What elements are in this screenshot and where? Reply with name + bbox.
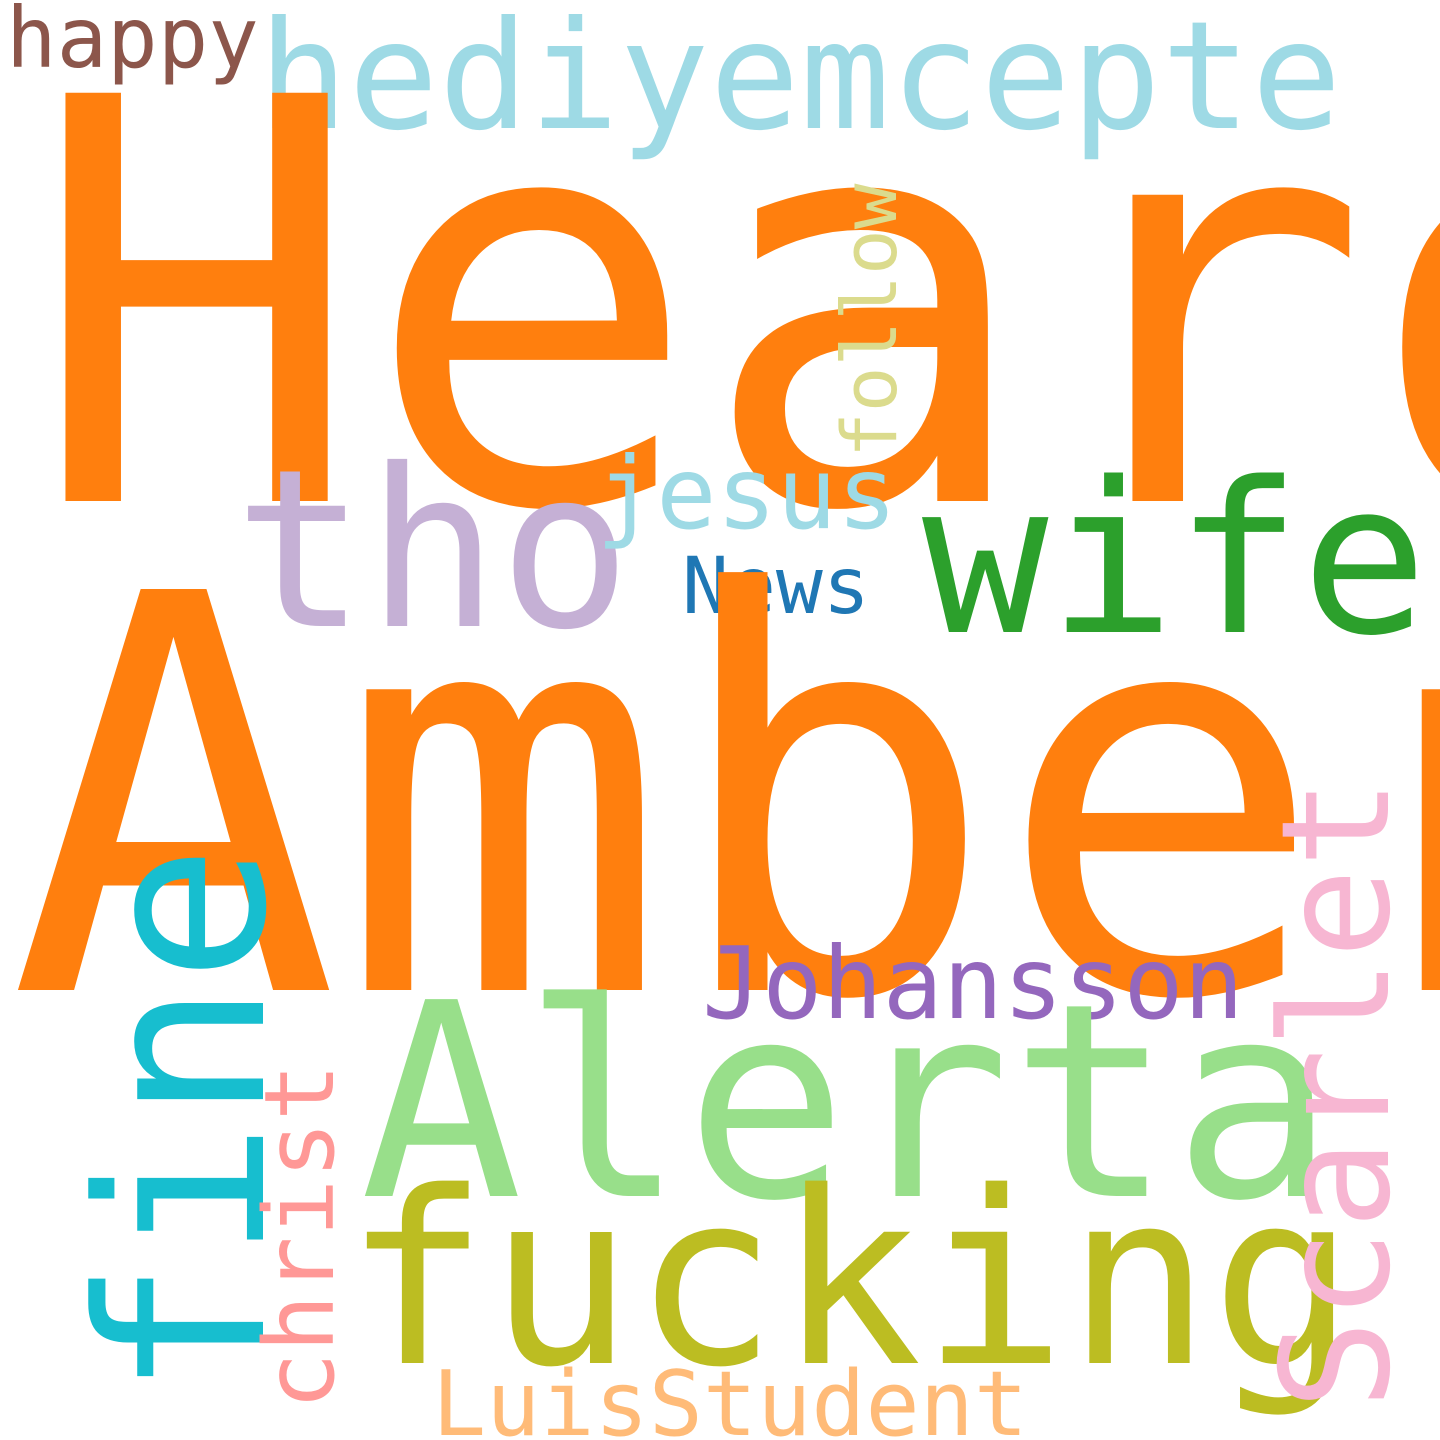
word-news: News (682, 542, 870, 632)
word-heard: Heard (28, 0, 1440, 634)
word-fucking: fucking (344, 1140, 1356, 1420)
word-tho: tho (234, 422, 632, 678)
word-hediyemcepte: hediyemcepte (258, 0, 1342, 164)
word-follow: follow (825, 183, 914, 458)
word-christ: christ (244, 1063, 356, 1410)
word-luisstudent: LuisStudent (432, 1352, 1029, 1440)
word-happy: happy (6, 0, 259, 87)
word-jesus: jesus (596, 435, 898, 552)
word-johansson: Johansson (702, 925, 1244, 1042)
word-alerta: Alerta (360, 945, 1336, 1260)
word-amber: Amber (8, 479, 1440, 1120)
word-wife: wife (922, 437, 1428, 682)
word-scarlet: Scarlet (1250, 777, 1424, 1410)
